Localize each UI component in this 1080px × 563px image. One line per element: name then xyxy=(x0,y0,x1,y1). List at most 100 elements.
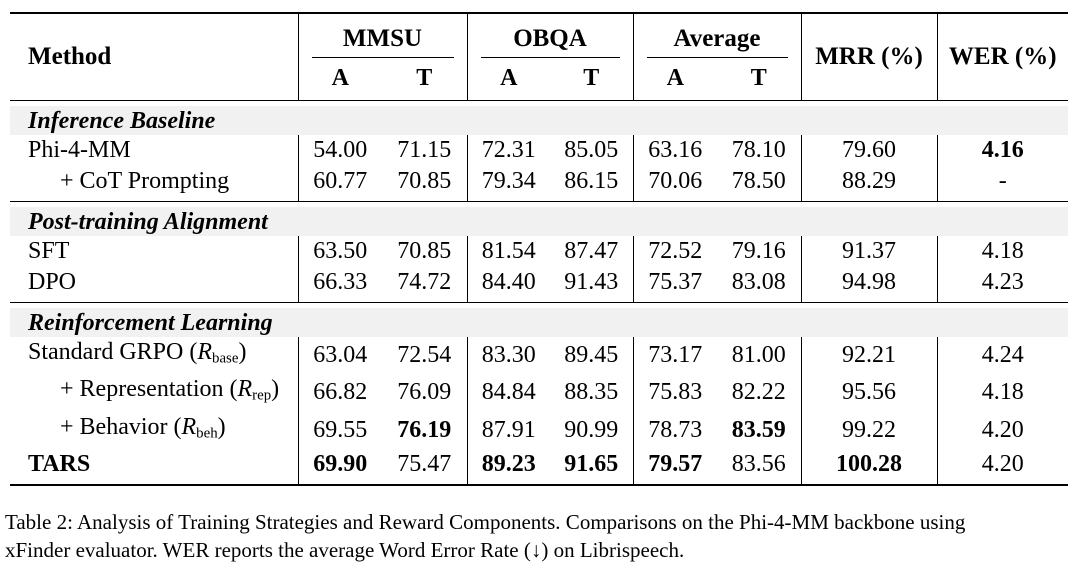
value-cell: 63.04 xyxy=(297,337,382,375)
section-title: Reinforcement Learning xyxy=(10,308,1068,337)
value-cell: 74.72 xyxy=(397,269,452,295)
value-cell: 88.29 xyxy=(800,166,937,202)
col-subheader-mmsu-t: T xyxy=(382,58,467,101)
col-subheader-average-t: T xyxy=(717,58,801,101)
col-header-method: Method xyxy=(10,13,298,101)
value-cell: - xyxy=(936,166,1068,202)
value-cell: 78.50 xyxy=(731,168,786,194)
section-header-row: Reinforcement Learning xyxy=(10,302,1068,337)
value-cell: 69.90 xyxy=(297,448,382,486)
method-label: + Behavior (Rbeh) xyxy=(60,413,226,441)
section-header-row: Inference Baseline xyxy=(10,100,1068,135)
col-subheader-mmsu-a: A xyxy=(297,58,382,101)
value-cell: 83.08 xyxy=(731,269,786,295)
table-row: SFT 63.50 70.85 81.54 87.47 72.52 79.16 91.37 4.… xyxy=(10,236,1068,267)
value-cell: 72.31 xyxy=(466,135,550,166)
value-cell: 83.56 xyxy=(717,448,801,486)
col-group-mmsu-label: MMSU xyxy=(342,25,423,52)
table-caption-line: Table 2: Analysis of Training Strategies… xyxy=(5,509,966,534)
value-cell: 82.22 xyxy=(731,379,786,406)
value-cell: 79.16 xyxy=(731,238,786,264)
value-cell: 85.05 xyxy=(564,137,619,163)
method-label: DPO xyxy=(28,269,77,295)
value-cell: 88.35 xyxy=(564,379,619,406)
value-cell: 83.59 xyxy=(731,416,786,443)
value-cell: 89.23 xyxy=(466,448,550,486)
value-cell: 70.85 xyxy=(397,168,452,194)
table-row: + Representation (Rrep) 66.82 76.09 84.84 88… xyxy=(10,374,1068,412)
math-symbol: R xyxy=(181,413,197,440)
value-cell: 76.09 xyxy=(397,379,452,406)
table-caption-line: xFinder evaluator. WER reports the avera… xyxy=(5,537,685,562)
table-row: DPO 66.33 74.72 84.40 91.43 75.37 83.08 94.98 4.… xyxy=(10,267,1068,303)
value-cell: 99.22 xyxy=(800,411,937,449)
col-group-average-underline: Average xyxy=(646,24,788,58)
col-subheader-obqa-a: A xyxy=(466,58,550,101)
value-cell: 73.17 xyxy=(632,337,717,375)
value-cell: 78.10 xyxy=(731,137,786,163)
section-title: Post-training Alignment xyxy=(10,207,1068,236)
value-cell: 63.16 xyxy=(632,135,717,166)
value-cell: 69.55 xyxy=(297,411,382,449)
col-group-mmsu-underline: MMSU xyxy=(311,24,454,58)
method-label: SFT xyxy=(28,238,70,264)
value-cell: 92.21 xyxy=(800,337,937,375)
value-cell: 87.47 xyxy=(564,238,619,264)
value-cell: 90.99 xyxy=(564,416,619,443)
value-cell: 79.34 xyxy=(466,166,550,202)
col-header-mrr: MRR (%) xyxy=(800,13,937,101)
section-header-row: Post-training Alignment xyxy=(10,201,1068,236)
value-cell: 4.18 xyxy=(936,236,1068,267)
value-cell: 4.20 xyxy=(936,448,1068,486)
value-cell: 63.50 xyxy=(297,236,382,267)
value-cell: 70.06 xyxy=(632,166,717,202)
header-row-subcols: A T A T A T xyxy=(10,58,1068,101)
col-group-obqa: OBQA xyxy=(466,13,633,58)
method-label: + CoT Prompting xyxy=(60,168,230,194)
math-subscript: rep xyxy=(252,387,272,404)
value-cell: 91.43 xyxy=(564,269,619,295)
value-cell: 70.85 xyxy=(397,238,452,264)
table-caption: Table 2: Analysis of Training Strategies… xyxy=(5,508,1080,563)
col-group-obqa-label: OBQA xyxy=(513,25,587,52)
method-label: Phi-4-MM xyxy=(28,137,131,163)
value-cell: 91.37 xyxy=(800,236,937,267)
math-symbol: R xyxy=(237,376,253,403)
value-cell: 95.56 xyxy=(800,374,937,412)
value-cell: 4.18 xyxy=(936,374,1068,412)
value-cell: 87.91 xyxy=(466,411,550,449)
col-header-wer: WER (%) xyxy=(936,13,1068,101)
value-cell: 71.15 xyxy=(397,137,452,163)
value-cell: 54.00 xyxy=(297,135,382,166)
method-label: TARS xyxy=(10,448,298,486)
value-cell: 81.54 xyxy=(466,236,550,267)
math-subscript: base xyxy=(212,350,239,367)
value-cell: 83.30 xyxy=(466,337,550,375)
value-cell: 72.52 xyxy=(632,236,717,267)
value-cell: 72.54 xyxy=(397,342,452,369)
value-cell: 81.00 xyxy=(731,342,786,369)
value-cell: 78.73 xyxy=(632,411,717,449)
value-cell: 91.65 xyxy=(550,448,633,486)
value-cell: 89.45 xyxy=(564,342,619,369)
value-cell: 75.83 xyxy=(632,374,717,412)
table-row: Phi-4-MM 54.00 71.15 72.31 85.05 63.16 78.10 79… xyxy=(10,135,1068,166)
value-cell: 4.16 xyxy=(936,135,1068,166)
value-cell: 86.15 xyxy=(564,168,619,194)
results-table: Method MMSU OBQA Average MRR (%) xyxy=(10,12,1068,486)
table-row: + Behavior (Rbeh) 69.55 76.19 87.91 90.99 78.… xyxy=(10,411,1068,449)
col-group-mmsu: MMSU xyxy=(297,13,467,58)
table-row: + CoT Prompting 60.77 70.85 79.34 86.15 70.06… xyxy=(10,166,1068,202)
col-subheader-average-a: A xyxy=(632,58,717,101)
col-group-average-label: Average xyxy=(673,25,761,52)
value-cell: 79.60 xyxy=(800,135,937,166)
value-cell: 66.33 xyxy=(297,267,382,303)
value-cell: 84.40 xyxy=(466,267,550,303)
table-row: TARS 69.90 75.47 89.23 91.65 79.57 83.56 100.28… xyxy=(10,448,1068,486)
value-cell: 75.47 xyxy=(382,448,467,486)
value-cell: 94.98 xyxy=(800,267,937,303)
table-row: Standard GRPO (Rbase) 63.04 72.54 83.30 89.4… xyxy=(10,337,1068,375)
value-cell: 60.77 xyxy=(297,166,382,202)
method-label: Standard GRPO (Rbase) xyxy=(28,339,247,367)
